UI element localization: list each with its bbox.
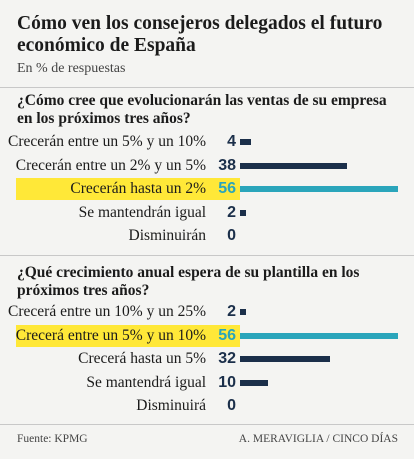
divider [0, 424, 414, 425]
bar [240, 139, 252, 145]
data-label: 56 [218, 326, 236, 344]
chart-title: Cómo ven los consejeros delegados el fut… [17, 13, 383, 56]
bar-row: Crecerá entre un 10% y un 25% 2 [0, 300, 414, 324]
data-label: 38 [218, 156, 236, 174]
data-label: 2 [227, 203, 236, 221]
category-label: Disminuirá [136, 397, 206, 414]
bar [240, 309, 246, 315]
data-label: 56 [218, 180, 236, 197]
category-label: Crecerán entre un 5% y un 10% [8, 133, 206, 150]
divider [0, 87, 414, 88]
data-label: 10 [218, 373, 236, 391]
data-label: 32 [218, 350, 236, 367]
credit-note: A. MERAVIGLIA / CINCO DÍAS [238, 433, 398, 445]
bar [240, 332, 398, 339]
category-label: Se mantendrán igual [78, 203, 206, 221]
category-label: Crecerá entre un 5% y un 10% [15, 326, 206, 344]
highlight-background [16, 178, 240, 200]
category-label: Se mantendrá igual [86, 373, 206, 391]
bar-row: Crecerá entre un 5% y un 10% 56 [0, 324, 414, 348]
bar [240, 209, 246, 216]
bar-row: Disminuirá 0 [0, 394, 414, 418]
panel-1-question: ¿Cómo cree que evolucionarán las ventas … [17, 92, 387, 127]
bar [240, 186, 398, 192]
category-label: Crecerán hasta un 2% [70, 180, 206, 197]
bar-row: Se mantendrá igual 10 [0, 371, 414, 395]
category-label: Crecerá entre un 10% y un 25% [8, 303, 206, 320]
highlight-background [16, 324, 240, 347]
panel-2-question: ¿Qué crecimiento anual espera de su plan… [17, 264, 360, 299]
category-label: Crecerán entre un 2% y un 5% [15, 156, 206, 174]
data-label: 4 [227, 133, 236, 150]
bar [240, 379, 269, 386]
data-label: 0 [227, 397, 236, 414]
bar-row: Se mantendrán igual 2 [0, 201, 414, 225]
bar-row: Crecerán hasta un 2% 56 [0, 177, 414, 201]
bar-row: Disminuirán 0 [0, 224, 414, 248]
chart-subtitle: En % de respuestas [17, 61, 126, 76]
category-label: Crecerá hasta un 5% [78, 350, 206, 367]
divider [0, 255, 414, 256]
bar-row: Crecerán entre un 5% y un 10% 4 [0, 130, 414, 154]
bar-row: Crecerá hasta un 5% 32 [0, 347, 414, 371]
category-label: Disminuirán [128, 227, 207, 244]
bar-row: Crecerán entre un 2% y un 5% 38 [0, 154, 414, 178]
data-label: 2 [227, 303, 236, 320]
data-label: 0 [227, 227, 236, 244]
source-note: Fuente: KPMG [17, 433, 88, 445]
bar [240, 162, 348, 169]
bar [240, 356, 331, 362]
